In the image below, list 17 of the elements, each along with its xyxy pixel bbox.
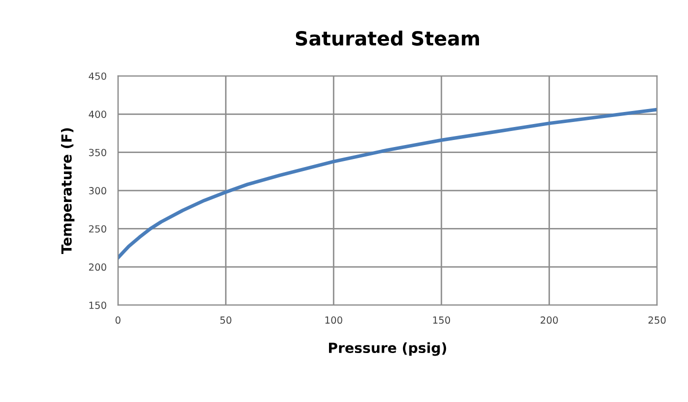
y-tick-label: 350 <box>89 148 106 156</box>
line-series <box>118 108 658 260</box>
y-axis-title: Temperature (F) <box>61 128 74 254</box>
chart-title: Saturated Steam <box>296 30 479 46</box>
x-tick-label: 150 <box>433 316 450 324</box>
y-tick-label: 200 <box>89 263 106 271</box>
x-tick-label: 100 <box>325 316 342 324</box>
y-tick-label: 250 <box>89 225 106 233</box>
x-tick-label: 50 <box>220 316 232 324</box>
y-tick-label: 400 <box>88 110 106 118</box>
x-tick-label: 200 <box>540 316 558 324</box>
y-tick-label: 150 <box>89 302 106 309</box>
y-tick-label: 450 <box>88 72 106 80</box>
y-tick-label: 300 <box>89 187 106 194</box>
x-axis-title: Pressure (psig) <box>329 342 446 356</box>
x-tick-label: 0 <box>116 316 120 324</box>
x-tick-label: 250 <box>648 316 666 324</box>
